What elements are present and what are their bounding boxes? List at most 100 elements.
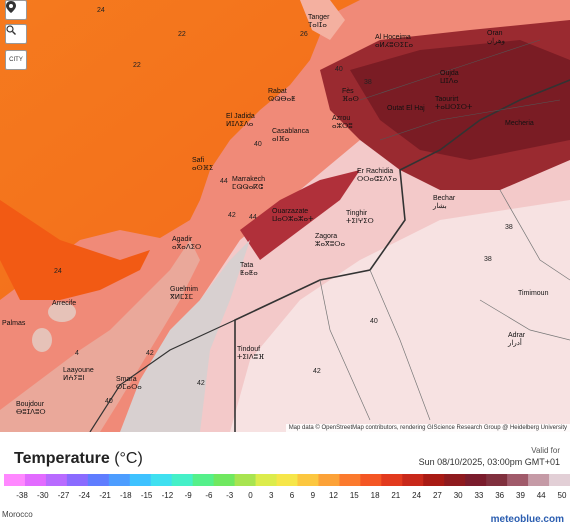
scale-tick-label: -30 <box>37 491 49 500</box>
city-name: Taourirt <box>435 96 459 103</box>
scale-tick-label: 27 <box>432 491 442 500</box>
city-name: Laayoune <box>63 367 94 374</box>
city-name: Azrou <box>332 115 351 122</box>
scale-tick-label: -3 <box>226 491 234 500</box>
scale-swatch <box>549 474 570 486</box>
zoom-icon[interactable] <box>5 24 27 44</box>
city-name: Oran <box>487 30 503 37</box>
scale-swatch <box>108 474 131 486</box>
scale-swatch <box>234 474 257 486</box>
scale-tick-label: 0 <box>248 491 253 500</box>
city-name: Agadir <box>172 236 193 243</box>
location-pin-icon[interactable] <box>5 0 27 20</box>
temperature-value: 42 <box>197 380 205 387</box>
city-local-name: ⵜⵉⵏⵖⵉⵔ <box>346 218 374 225</box>
scale-swatch <box>66 474 89 486</box>
temperature-value: 22 <box>133 62 141 69</box>
scale-tick-label: -18 <box>120 491 132 500</box>
scale-swatch <box>255 474 278 486</box>
scale-tick-label: 33 <box>474 491 484 500</box>
city-label: Guelmim ⴳⵍⵎⵉⵎ <box>170 286 198 302</box>
city-label: Smara ⵙⵎⴰⵔⴰ <box>116 376 142 392</box>
city-label: Outat El Haj <box>387 105 425 113</box>
city-local-name: ⵍⵊⴷⵉⴷⴰ <box>226 121 254 128</box>
city-local-name: ⵜⴰⵡⵔⵉⵔⵜ <box>435 104 473 111</box>
brand-logo[interactable]: meteoblue.com <box>490 514 564 525</box>
city-local-name: ⵙⵎⴰⵔⴰ <box>116 384 142 391</box>
city-name: Fès <box>342 88 354 95</box>
scale-swatch <box>465 474 487 486</box>
city-name: Tata <box>240 262 254 269</box>
scale-swatch <box>213 474 236 486</box>
city-name: Oujda <box>440 70 459 77</box>
city-label: El Jadida ⵍⵊⴷⵉⴷⴰ <box>226 113 255 129</box>
city-label: Al Hoceima ⴰⵍⵃⵓⵙⵉⵎⴰ <box>375 34 413 50</box>
city-name: Tinghir <box>346 210 368 217</box>
temperature-value: 42 <box>228 212 236 219</box>
temperature-value: 38 <box>364 79 372 86</box>
scale-tick-label: 12 <box>329 491 338 500</box>
city-label: Boujdour ⴱⵓⵊⴷⵓⵔ <box>16 401 46 417</box>
city-label: Er Rachidia ⵔⵔⴰⵛⵉⴷⵢⴰ <box>357 168 397 184</box>
city-name: Bechar <box>433 195 456 202</box>
city-label: Taourirt ⵜⴰⵡⵔⵉⵔⵜ <box>435 96 472 112</box>
city-name: Outat El Haj <box>387 105 425 112</box>
scale-swatch <box>150 474 173 486</box>
city-name: Casablanca <box>272 128 309 135</box>
city-label: Oujda ⵡⵊⴷⴰ <box>440 70 459 86</box>
city-local-name: ⴼⴰⵙ <box>342 96 359 103</box>
scale-swatch <box>129 474 152 486</box>
map-canvas <box>0 0 570 432</box>
scale-swatch <box>45 474 68 486</box>
city-name: Zagora <box>315 233 338 240</box>
city-name: Marrakech <box>232 176 266 183</box>
city-toggle-button[interactable]: CITY <box>5 50 27 70</box>
scale-swatch <box>297 474 319 486</box>
city-local-name: ⴰⴳⴰⴷⵉⵔ <box>172 244 202 251</box>
map-attribution[interactable]: Map data © OpenStreetMap contributors, r… <box>285 424 570 432</box>
temperature-value: 44 <box>249 214 257 221</box>
temperature-map[interactable]: CITY Tanger Ⲧⴰⵏⵊⴰ Al Hoceima ⴰⵍⵃⵓⵙⵉⵎⴰ Oran وه… <box>0 0 570 432</box>
temperature-value: 24 <box>97 7 105 14</box>
city-name: Rabat <box>268 88 287 95</box>
temperature-value: 4 <box>75 350 79 357</box>
city-name: Tindouf <box>237 346 261 353</box>
city-local-name: ⵕⵕⴱⴰⵟ <box>268 96 296 103</box>
scale-swatch <box>318 474 340 486</box>
region-name: Morocco <box>2 510 33 519</box>
city-name: Arrecife <box>52 300 77 307</box>
city-label: Bechar بشار <box>433 195 455 211</box>
scale-tick-label: 3 <box>268 491 274 500</box>
legend-title-text: Temperature <box>14 450 110 467</box>
scale-tick-label: 9 <box>310 491 316 500</box>
city-name: Er Rachidia <box>357 168 394 175</box>
city-label: Laayoune ⵍⵄⵢⵓⵏ <box>63 367 94 383</box>
temperature-value: 38 <box>505 224 513 231</box>
scale-swatch <box>24 474 47 486</box>
scale-swatch <box>423 474 445 486</box>
city-label: Tinghir ⵜⵉⵏⵖⵉⵔ <box>346 210 374 226</box>
city-label: Mecheria <box>505 120 534 128</box>
city-label: Tindouf ⵜⵉⵏⴷⵓⴼ <box>237 346 264 362</box>
city-local-name: ⵣⴰⴳⵓⵔⴰ <box>315 241 345 248</box>
scale-swatch <box>87 474 110 486</box>
city-name: Adrar <box>508 332 526 339</box>
scale-swatch <box>528 474 550 486</box>
city-local-name: ⵎⵕⵕⴰⴽⵛ <box>232 184 263 191</box>
city-name: Al Hoceima <box>375 34 411 41</box>
city-local-name: Ⲧⴰⵏⵊⴰ <box>308 22 327 29</box>
scale-tick-label: 21 <box>391 491 401 500</box>
city-name: Boujdour <box>16 401 45 408</box>
scale-tick-label: 18 <box>370 491 380 500</box>
city-local-name: ⵜⵉⵏⴷⵓⴼ <box>237 354 265 361</box>
city-label: Agadir ⴰⴳⴰⴷⵉⵔ <box>172 236 201 252</box>
city-local-name: ⵔⵔⴰⵛⵉⴷⵢⴰ <box>357 176 398 183</box>
scale-tick-label: 6 <box>289 491 295 500</box>
valid-for-label: Valid for <box>531 446 560 455</box>
legend-unit: (°C) <box>114 450 143 467</box>
scale-tick-label: -12 <box>161 491 174 500</box>
city-name: Guelmim <box>170 286 199 293</box>
city-label: Safi ⴰⵙⴼⵉ <box>192 157 213 173</box>
scale-tick-label: -9 <box>184 491 192 500</box>
valid-time: Sun 08/10/2025, 03:00pm GMT+01 <box>418 457 560 467</box>
